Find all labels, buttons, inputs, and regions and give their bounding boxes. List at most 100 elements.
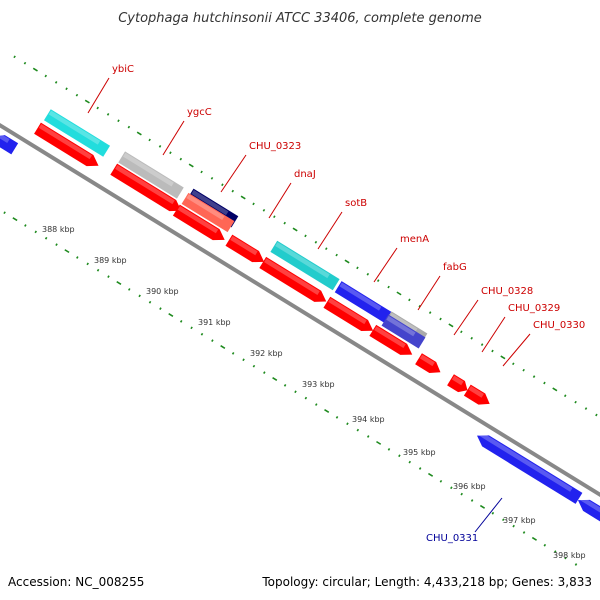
scale-label: 396 kbp	[453, 482, 486, 491]
tick-mark	[522, 531, 526, 534]
tick-mark	[439, 479, 443, 483]
scale-labels: 388 kbp 389 kbp 390 kbp 391 kbp 392 kbp 393 k…	[42, 225, 586, 560]
tick-mark	[34, 230, 38, 234]
tick-mark	[396, 291, 402, 296]
dnaj-feature	[225, 234, 265, 263]
tick-mark	[335, 253, 338, 257]
sotb-feature-outer	[270, 240, 340, 291]
fabg-leader-line	[417, 275, 441, 311]
tick-mark	[408, 460, 412, 464]
dnaj-leader-line	[268, 182, 292, 219]
mena-label: menA	[400, 234, 429, 245]
tick-mark	[502, 518, 505, 522]
tick-mark	[86, 262, 89, 266]
tick-mark	[76, 256, 79, 259]
chu0330-label: CHU_0330	[533, 320, 585, 331]
map-title: Cytophaga hutchinsonii ATCC 33406, compl…	[118, 11, 482, 26]
tick-mark	[179, 320, 183, 323]
gene-features	[0, 109, 600, 526]
tick-mark	[325, 247, 328, 251]
tick-mark	[242, 358, 245, 362]
chu0329-label: CHU_0329	[508, 303, 560, 314]
tick-mark	[553, 550, 557, 554]
tick-mark	[44, 74, 48, 78]
backbone-line	[0, 122, 600, 498]
ybic-feature	[34, 122, 99, 167]
tick-mark	[356, 266, 359, 270]
tick-mark	[418, 467, 422, 470]
tick-mark	[552, 387, 558, 392]
tick-mark	[13, 55, 16, 59]
tick-mark	[190, 326, 193, 330]
tick-mark	[136, 131, 142, 136]
tick-mark	[563, 394, 567, 398]
summary-text: Topology: circular; Length: 4,433,218 bp…	[261, 575, 592, 589]
tick-mark	[106, 113, 110, 116]
chu0330-feature	[463, 384, 490, 405]
tick-mark	[292, 227, 298, 232]
fabg-feature	[381, 314, 426, 349]
tick-mark	[398, 454, 401, 458]
chu0328-feature	[415, 353, 441, 374]
tick-mark	[439, 317, 442, 321]
chu0328-label: CHU_0328	[481, 286, 533, 297]
tick-mark	[231, 352, 235, 355]
chu0323-feature	[181, 192, 235, 233]
tick-mark	[263, 371, 266, 374]
tick-mark	[158, 144, 162, 148]
tick-mark	[366, 435, 370, 438]
tick-mark	[24, 224, 27, 227]
tick-mark	[200, 332, 204, 336]
ygcc-label: ygcC	[187, 107, 212, 118]
tick-mark	[220, 345, 226, 349]
ygcc-feature	[110, 163, 182, 212]
tick-mark	[450, 486, 453, 490]
tick-mark	[65, 87, 68, 91]
tick-mark	[448, 323, 454, 328]
tick-mark	[32, 67, 38, 72]
tick-mark	[294, 390, 297, 394]
ygcc-leader-line	[162, 120, 185, 156]
tick-mark	[376, 279, 380, 283]
chu0330-leader-line	[502, 333, 531, 367]
chu0331-label: CHU_0331	[426, 533, 478, 544]
tick-mark	[574, 563, 578, 566]
tick-mark	[564, 556, 567, 560]
ybic-leader-line	[87, 77, 110, 114]
tick-mark	[240, 195, 246, 200]
tick-mark	[148, 138, 151, 142]
scale-label: 397 kbp	[503, 516, 536, 525]
ygcc-feature-outer	[118, 151, 184, 199]
tick-mark	[335, 415, 339, 419]
tick-mark	[500, 355, 506, 360]
scale-label: 398 kbp	[553, 551, 586, 560]
tick-mark	[304, 234, 307, 238]
tick-mark	[252, 202, 255, 206]
tick-mark	[491, 349, 494, 353]
chu0323-feature-b	[172, 204, 225, 241]
tick-mark	[64, 249, 70, 254]
tick-mark	[376, 440, 382, 445]
tick-mark	[356, 428, 360, 432]
tick-mark	[96, 268, 100, 272]
sotb-leader-line	[317, 211, 343, 250]
chu0331-leader-line	[474, 497, 503, 533]
tick-mark	[366, 272, 370, 276]
tick-marks	[3, 55, 598, 566]
tick-mark	[315, 403, 318, 406]
scale-label: 391 kbp	[198, 318, 231, 327]
tick-mark	[148, 300, 152, 304]
tick-mark	[584, 407, 588, 410]
fabg-label: fabG	[443, 262, 467, 273]
tick-mark	[55, 243, 58, 247]
sotb-feature	[259, 256, 327, 302]
tick-mark	[344, 259, 350, 264]
tick-mark	[387, 285, 390, 289]
tick-mark	[283, 384, 287, 387]
tick-mark	[168, 313, 174, 318]
tick-mark	[252, 364, 256, 368]
backbone	[0, 122, 600, 498]
ybic-label: ybiC	[112, 64, 134, 75]
tick-mark	[512, 524, 515, 528]
